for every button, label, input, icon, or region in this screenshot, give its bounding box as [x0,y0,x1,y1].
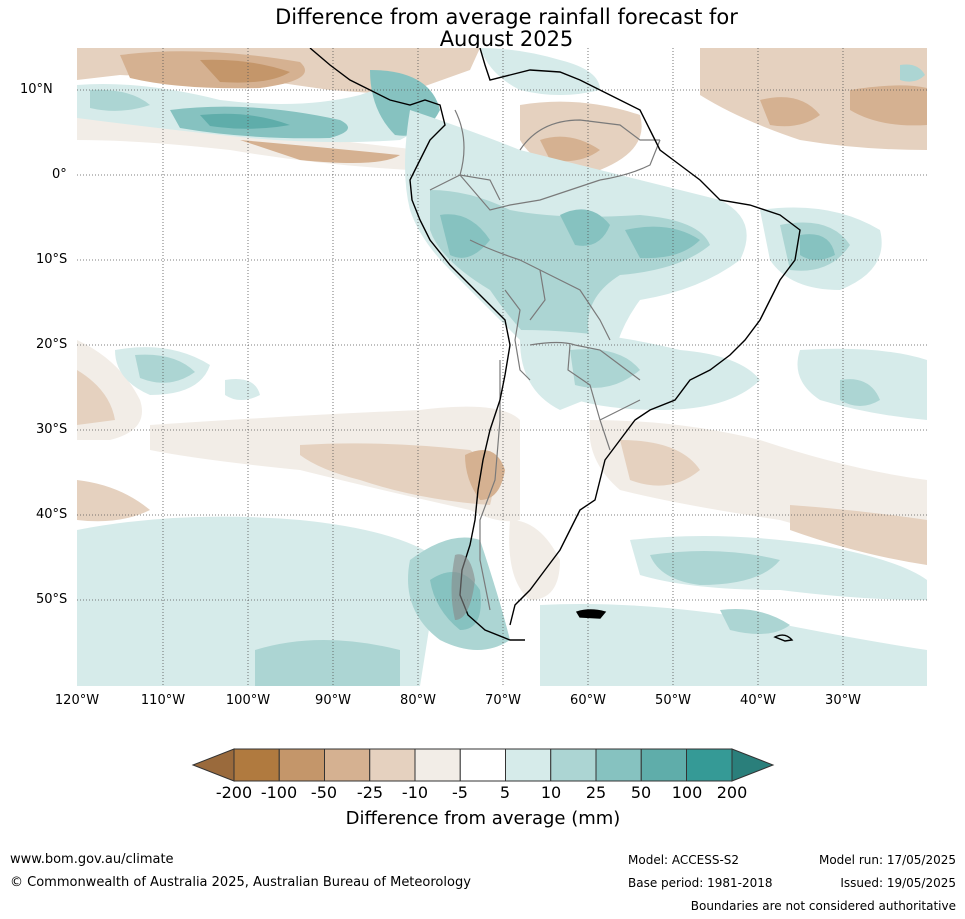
colorbar [191,748,775,782]
colorbar-tick: 50 [630,783,652,802]
colorbar-tick: -25 [356,783,384,802]
lon-label-50w: 50°W [655,693,691,708]
lat-label-40s: 40°S [36,507,68,522]
footer-url[interactable]: www.bom.gov.au/climate [10,852,174,867]
lon-label-80w: 80°W [400,693,436,708]
colorbar-tick: -10 [401,783,429,802]
lat-label-20s: 20°S [36,337,68,352]
lat-label-30s: 30°S [36,422,68,437]
lon-label-110w: 110°W [140,693,186,708]
lon-label-30w: 30°W [825,693,861,708]
colorbar-tick: -5 [452,783,468,802]
colorbar-tick: 10 [540,783,562,802]
colorbar-tick: -200 [215,783,253,802]
lat-label-0: 0° [52,167,67,182]
footer-disclaimer: Boundaries are not considered authoritat… [690,899,956,913]
colorbar-tick: -50 [310,783,338,802]
lon-label-90w: 90°W [315,693,351,708]
map-title-line2: August 2025 [439,27,574,51]
lat-label-10n: 10°N [20,82,53,97]
lat-label-50s: 50°S [36,592,68,607]
colorbar-tick: 100 [671,783,703,802]
lon-label-60w: 60°W [570,693,606,708]
graticule [77,48,927,686]
lon-label-40w: 40°W [740,693,776,708]
lon-label-100w: 100°W [225,693,271,708]
lon-label-120w: 120°W [54,693,100,708]
map-title-line1: Difference from average rainfall forecas… [275,5,738,29]
country-borders [429,109,661,611]
colorbar-tick: 5 [499,783,511,802]
colorbar-tick: 200 [716,783,748,802]
footer-copyright: © Commonwealth of Australia 2025, Austra… [10,875,471,890]
footer-model-run: Model run: 17/05/2025 [818,853,956,867]
lat-label-10s: 10°S [36,252,68,267]
rainfall-anomaly-field [77,48,927,686]
footer-issued: Issued: 19/05/2025 [840,876,956,890]
colorbar-title: Difference from average (mm) [345,808,621,829]
lon-label-70w: 70°W [485,693,521,708]
colorbar-tick: -100 [260,783,298,802]
footer-model: Model: ACCESS-S2 [628,853,740,867]
colorbar-tick: 25 [585,783,607,802]
footer-base-period: Base period: 1981-2018 [628,876,773,890]
